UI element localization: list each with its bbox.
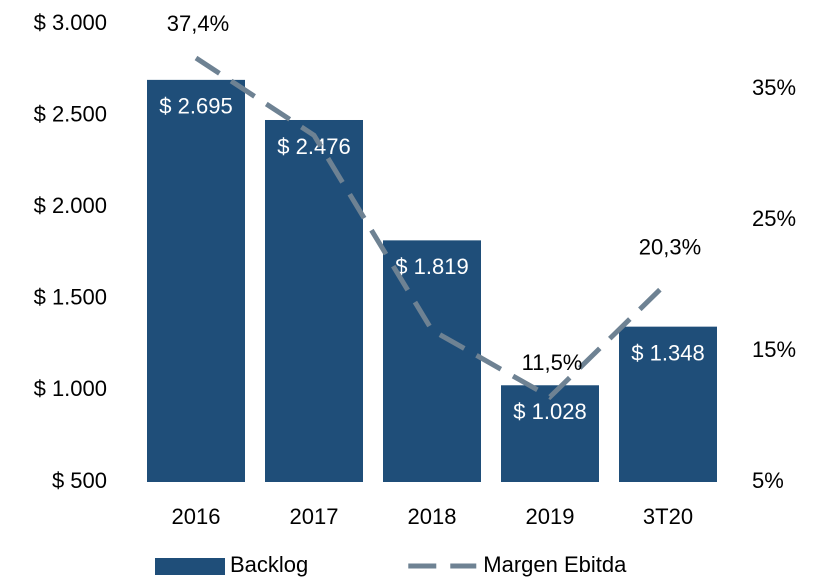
y-tick-label: $ 2.000: [34, 193, 107, 218]
data-label: 37,4%: [167, 11, 229, 36]
y2-tick-label: 25%: [752, 206, 796, 231]
x-tick-label: 2019: [526, 504, 575, 529]
x-tick-label: 2017: [290, 504, 339, 529]
x-tick-label: 2016: [172, 504, 221, 529]
bar: [501, 385, 599, 482]
data-label: 11,5%: [522, 350, 583, 375]
y2-tick-label: 5%: [752, 468, 784, 493]
x-tick-label: 3T20: [643, 504, 693, 529]
data-label: 20,3%: [639, 235, 701, 260]
legend-label: Backlog: [230, 552, 308, 577]
data-label: $ 2.695: [159, 94, 232, 119]
y-tick-label: $ 1.500: [34, 285, 107, 310]
y-tick-label: $ 500: [52, 468, 107, 493]
data-label: $ 1.819: [395, 254, 468, 279]
y-tick-label: $ 2.500: [34, 101, 107, 126]
y-tick-label: $ 1.000: [34, 376, 107, 401]
y2-tick-label: 35%: [752, 75, 796, 100]
y2-tick-label: 15%: [752, 337, 796, 362]
x-tick-label: 2018: [408, 504, 457, 529]
data-label: $ 1.028: [513, 399, 586, 424]
bar: [619, 326, 717, 482]
bar: [147, 79, 245, 482]
legend-label: Margen Ebitda: [483, 552, 627, 577]
bar: [265, 119, 363, 483]
data-label: $ 1.348: [631, 340, 704, 365]
line: [194, 55, 670, 401]
y-tick-label: $ 3.000: [34, 10, 107, 35]
legend-swatch: [155, 558, 225, 575]
